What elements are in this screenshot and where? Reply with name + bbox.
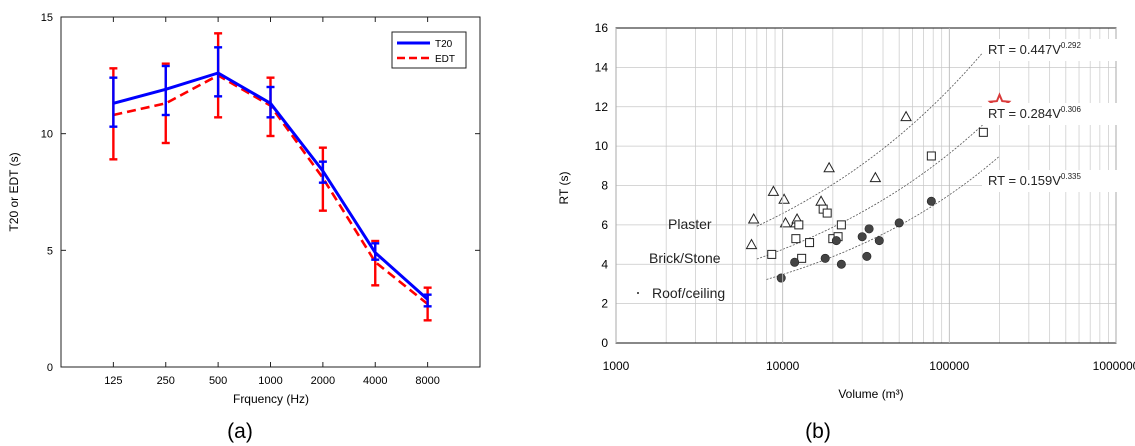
y-tick-label: 6 xyxy=(601,218,608,232)
equation-bg xyxy=(982,103,1117,125)
x-tick-label: 250 xyxy=(157,375,175,387)
fit-curve xyxy=(766,155,1000,280)
chart-a-legend: T20 EDT xyxy=(391,31,467,69)
y-tick-label: 0 xyxy=(601,336,608,350)
fit-curve xyxy=(756,51,984,227)
triangle-point xyxy=(815,195,827,206)
circle-point xyxy=(894,218,904,228)
x-tick-label: 100000 xyxy=(929,359,969,373)
x-tick-label: 500 xyxy=(209,375,227,387)
marker-dot xyxy=(637,292,639,294)
triangle-point xyxy=(778,193,790,204)
x-tick-label: 10000 xyxy=(766,359,800,373)
triangle-point xyxy=(791,212,803,224)
circle-point xyxy=(864,224,874,234)
caption-a: (a) xyxy=(227,420,253,443)
square-point xyxy=(926,151,936,161)
y-tick-label: 2 xyxy=(601,297,608,311)
x-tick-label: 1000 xyxy=(258,375,282,387)
y-tick-label: 5 xyxy=(47,245,53,257)
chart-b-axes: 0 2 4 6 8 10 12 14 16 1000 10000 100000 1000000 xyxy=(595,21,1135,373)
triangle-point xyxy=(767,185,780,196)
square-point xyxy=(797,253,807,263)
triangle-point xyxy=(869,171,882,183)
y-tick-label: 15 xyxy=(41,12,53,24)
caption-b: (b) xyxy=(805,420,831,443)
square-point xyxy=(767,249,777,259)
equation-exponent: 0.292 xyxy=(1061,41,1082,50)
chart-a-y-axis-label: T20 or EDT (s) xyxy=(7,152,21,231)
x-tick-label: 8000 xyxy=(415,375,439,387)
y-tick-label: 4 xyxy=(601,257,608,271)
chart-a-plot-frame xyxy=(60,16,481,368)
chart-a-axes: 0 5 10 15 125 250 500 1000 2000 4000 8000 xyxy=(41,12,481,387)
x-tick-label: 125 xyxy=(104,375,122,387)
chart-b-plot-frame xyxy=(615,27,1117,344)
circle-point xyxy=(862,251,872,261)
square-point xyxy=(818,204,828,214)
legend-box xyxy=(391,31,467,69)
fit-curve xyxy=(756,108,1000,260)
circle-point xyxy=(831,236,841,246)
series-line-t20 xyxy=(112,71,429,301)
square-point xyxy=(833,232,843,242)
chart-b-annotations: RT = 0.447V0.292 RT = 0.284V0.306 RT = 0.1… xyxy=(637,39,1117,301)
triangle-point xyxy=(790,216,802,228)
equation-bg xyxy=(982,39,1117,61)
y-tick-label: 16 xyxy=(595,21,609,35)
circle-point xyxy=(857,232,867,242)
chart-b-fit-curves xyxy=(756,51,1000,280)
circle-point xyxy=(820,253,830,263)
group-label: Brick/Stone xyxy=(649,250,721,266)
square-point xyxy=(791,234,801,244)
triangle-point xyxy=(747,212,760,224)
triangle-point xyxy=(779,216,792,228)
chart-a: 0 5 10 15 125 250 500 1000 2000 4000 8000 T20 EDT F… xyxy=(7,12,481,443)
y-tick-label: 14 xyxy=(595,60,609,74)
circle-point xyxy=(926,196,936,206)
legend-label-t20: T20 xyxy=(435,39,453,50)
chart-a-x-axis-label: Frquency (Hz) xyxy=(233,392,309,406)
triangle-point xyxy=(823,161,835,173)
x-tick-label: 1000000 xyxy=(1093,359,1135,373)
square-point xyxy=(805,238,815,248)
error-bar-t20 xyxy=(423,293,432,308)
group-label: Plaster xyxy=(668,216,712,232)
chart-b-points xyxy=(745,92,1012,283)
triangle-point xyxy=(900,110,912,122)
square-point xyxy=(828,234,838,244)
square-point xyxy=(978,127,988,137)
circle-point xyxy=(836,259,846,269)
square-point xyxy=(822,208,832,218)
square-point xyxy=(836,220,846,230)
equation-label: RT = 0.284V0.306 xyxy=(988,105,1081,121)
triangle-point xyxy=(745,238,758,250)
chart-b-x-axis-label: Volume (m³) xyxy=(838,387,903,401)
circle-point xyxy=(790,257,800,267)
equation-label: RT = 0.447V0.292 xyxy=(988,41,1081,57)
y-tick-label: 8 xyxy=(601,179,608,193)
x-tick-label: 2000 xyxy=(311,375,335,387)
chart-b-grid xyxy=(616,27,1116,344)
y-tick-label: 0 xyxy=(47,362,53,374)
legend-label-edt: EDT xyxy=(435,54,455,65)
equation-bg xyxy=(982,170,1117,192)
circle-point xyxy=(874,236,884,246)
chart-b-plot-bg xyxy=(616,28,1116,343)
equation-label: RT = 0.159V0.335 xyxy=(988,172,1081,188)
square-point xyxy=(794,220,804,230)
equation-exponent: 0.335 xyxy=(1061,172,1082,181)
group-label: Roof/ceiling xyxy=(652,285,725,301)
x-tick-label: 4000 xyxy=(363,375,387,387)
chart-a-series xyxy=(109,32,432,322)
y-tick-label: 10 xyxy=(595,139,609,153)
circle-point xyxy=(776,273,786,283)
y-tick-label: 12 xyxy=(595,100,609,114)
equation-exponent: 0.306 xyxy=(1061,105,1082,114)
y-tick-label: 10 xyxy=(41,129,53,141)
x-tick-label: 1000 xyxy=(603,359,630,373)
star-point xyxy=(987,92,1012,116)
